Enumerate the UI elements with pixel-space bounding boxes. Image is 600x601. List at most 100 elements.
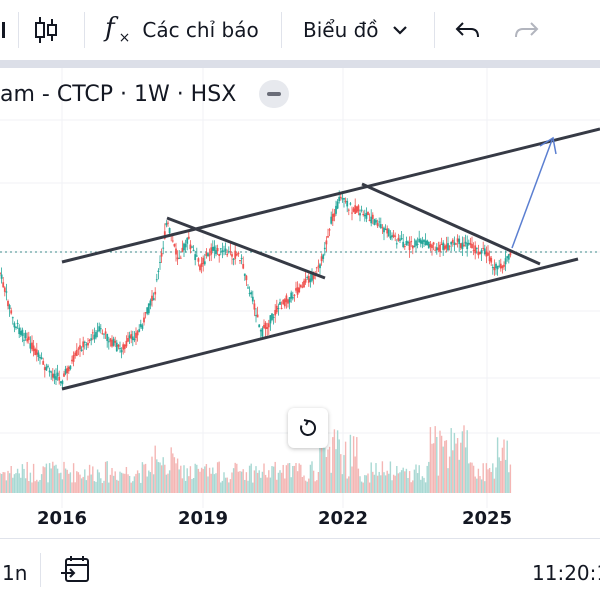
volume-bar	[266, 477, 268, 493]
volume-bar	[264, 474, 267, 493]
volume-bar	[10, 465, 12, 493]
volume-bar	[95, 481, 97, 493]
candle-body	[5, 291, 8, 293]
candle-body	[466, 242, 469, 250]
candle-body	[275, 305, 278, 313]
candle-body	[448, 245, 451, 247]
volume-bar	[421, 476, 424, 493]
volume-bar	[215, 473, 217, 493]
candle-body	[160, 252, 163, 257]
candle-body	[443, 245, 446, 250]
volume-bar	[130, 482, 132, 493]
candle-body	[203, 261, 206, 265]
candle-body	[363, 214, 366, 217]
candle-body	[271, 313, 273, 320]
redo-button[interactable]	[512, 0, 540, 60]
candlestick-button[interactable]	[32, 0, 60, 60]
candle-body	[245, 275, 248, 281]
candle-body	[26, 338, 29, 342]
candle-body	[3, 287, 6, 292]
candle-body	[475, 247, 478, 249]
candle-body	[231, 254, 233, 257]
candle-body	[219, 248, 222, 250]
candle-body	[90, 338, 93, 341]
candle-body	[27, 336, 30, 341]
volume-bar	[263, 463, 265, 493]
volume-bar	[5, 480, 8, 493]
symbol-legend[interactable]: am - CTCP · 1W · HSX	[0, 76, 236, 112]
volume-bar	[356, 437, 358, 493]
calendar-goto-icon[interactable]	[60, 555, 92, 585]
candle-body	[127, 338, 129, 342]
volume-bar	[58, 473, 60, 493]
volume-bar	[48, 463, 51, 493]
volume-bar	[162, 457, 164, 493]
candle-body	[69, 365, 72, 370]
candle-body	[408, 242, 411, 251]
volume-bar	[341, 474, 344, 493]
candle-body	[282, 299, 285, 305]
reset-chart-button[interactable]	[288, 408, 328, 448]
candle-body	[144, 312, 147, 314]
volume-bar	[456, 438, 459, 493]
candle-body	[39, 356, 41, 359]
volume-bar	[170, 447, 172, 493]
volume-bar	[272, 466, 275, 493]
volume-bar	[184, 480, 187, 493]
volume-bar	[120, 472, 123, 493]
candle-body	[360, 209, 363, 211]
candle-body	[32, 345, 35, 352]
candle-body	[357, 205, 360, 212]
partial-left-button[interactable]	[0, 0, 14, 60]
candle-body	[320, 256, 323, 262]
candle-body	[274, 309, 277, 316]
volume-bar	[26, 461, 28, 493]
volume-bar	[232, 468, 235, 493]
volume-bar	[384, 475, 387, 493]
volume-bar	[452, 450, 454, 493]
volume-bar	[428, 461, 430, 493]
volume-bar	[55, 464, 57, 493]
volume-bar	[229, 479, 232, 493]
candle-body	[91, 332, 94, 334]
price-chart[interactable]	[0, 68, 600, 538]
candle-body	[133, 338, 136, 341]
volume-bar	[143, 464, 145, 493]
indicators-button[interactable]: f × Các chỉ báo	[105, 0, 259, 60]
candle-body	[187, 236, 190, 239]
volume-bar	[325, 457, 328, 493]
volume-bar	[202, 468, 204, 493]
volume-bar	[111, 468, 113, 493]
undo-button[interactable]	[454, 0, 482, 60]
range-button[interactable]: 1n	[2, 561, 28, 585]
candle-body	[480, 250, 483, 254]
candle-body	[349, 203, 352, 205]
candle-body	[218, 253, 221, 256]
candle-body	[504, 258, 507, 265]
volume-bar	[8, 473, 11, 493]
volume-bar	[258, 470, 260, 493]
volume-bar	[468, 463, 470, 493]
volume-bar	[31, 482, 33, 493]
candle-body	[362, 213, 365, 215]
volume-bar	[346, 478, 348, 493]
candle-body	[43, 367, 46, 371]
volume-bar	[324, 447, 326, 493]
volume-bar	[21, 464, 24, 493]
candle-body	[85, 344, 88, 346]
candle-body	[155, 279, 158, 281]
chart-type-dropdown[interactable]: Biểu đồ	[303, 0, 409, 60]
chart-pane[interactable]	[0, 68, 600, 538]
candle-body	[119, 348, 121, 350]
volume-bar	[351, 466, 353, 493]
candle-body	[370, 216, 373, 224]
redo-icon	[515, 22, 539, 38]
candle-body	[285, 295, 288, 303]
candle-body	[267, 323, 270, 328]
volume-bar	[495, 467, 497, 493]
volume-bar	[496, 437, 499, 493]
legend-collapse-button[interactable]	[259, 80, 289, 108]
candle-body	[416, 243, 419, 245]
candle-body	[179, 257, 182, 259]
volume-bar	[124, 473, 126, 493]
